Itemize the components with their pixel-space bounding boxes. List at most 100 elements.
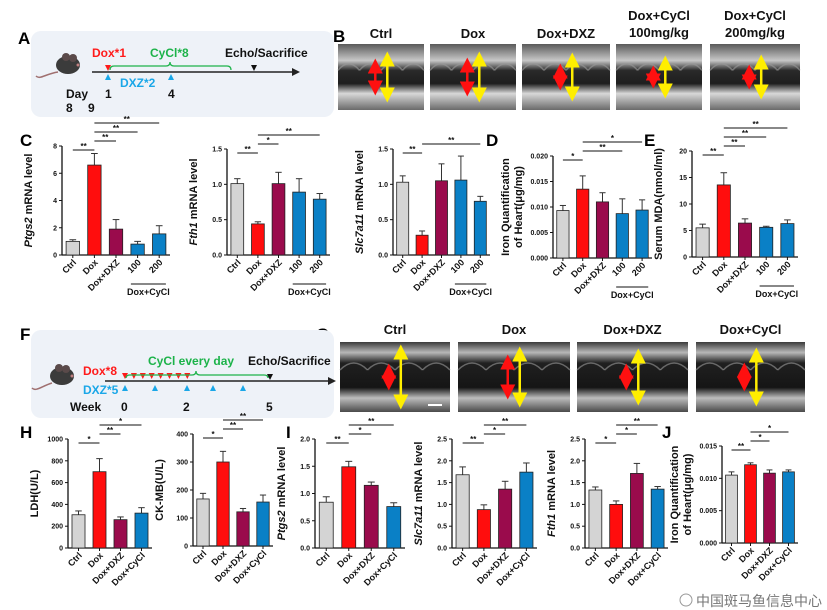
y-axis-label-text: CK-MB(U/L) bbox=[154, 459, 166, 521]
bar-dox-cycl bbox=[386, 506, 402, 549]
bar-dox bbox=[92, 471, 107, 549]
y-axis-label-text: mRNA level bbox=[188, 158, 200, 222]
bar-ctrl bbox=[455, 474, 470, 549]
x-tick-label: 100 bbox=[754, 259, 772, 277]
x-tick-label: Dox bbox=[335, 550, 354, 569]
echo-marker-icon bbox=[267, 374, 273, 380]
significance-label: ** bbox=[80, 142, 87, 151]
dxz-marker-icon bbox=[240, 385, 246, 391]
echo-image bbox=[615, 44, 703, 110]
significance-label: ** bbox=[448, 136, 455, 145]
y-tick-label: 0.0 bbox=[378, 253, 388, 260]
significance-label: * bbox=[604, 435, 608, 444]
y-axis-label: Slc7a11 mRNA level bbox=[413, 442, 425, 546]
bar-dox bbox=[415, 234, 429, 256]
y-axis-label-text: mRNA level bbox=[546, 450, 558, 514]
bar-dox-dxz bbox=[435, 180, 448, 256]
x-tick-label: 200 bbox=[468, 257, 486, 275]
significance-label: ** bbox=[286, 127, 293, 136]
y-tick-label: 20 bbox=[679, 149, 687, 156]
timeline-f: Dox*8 DXZ*5 CyCl every day Echo/Sacrific… bbox=[31, 330, 336, 418]
y-tick-label: 0.5 bbox=[437, 524, 447, 531]
x-tick-label: 100 bbox=[449, 257, 467, 275]
bar-ctrl bbox=[396, 181, 410, 256]
bar-dox-cycl bbox=[519, 471, 534, 549]
significance-label: ** bbox=[710, 147, 717, 156]
y-tick-label: 0 bbox=[59, 546, 63, 553]
bar-dox-dxz bbox=[113, 519, 128, 549]
y-tick-label: 2 bbox=[53, 225, 57, 232]
significance-label: * bbox=[267, 136, 271, 145]
bar-ctrl bbox=[318, 501, 334, 549]
bar-dox-cycl bbox=[782, 471, 795, 544]
arrow-head-icon bbox=[328, 377, 336, 385]
bar-100 bbox=[292, 191, 306, 256]
y-tick-label: 1.5 bbox=[437, 480, 447, 487]
x-tick-label: Ctrl bbox=[390, 257, 408, 275]
significance-label: * bbox=[211, 430, 215, 439]
y-tick-label: 4 bbox=[53, 198, 57, 205]
bar-100 bbox=[130, 243, 145, 256]
x-tick-label: Ctrl bbox=[690, 259, 708, 277]
timeline-a-echo: Echo/Sacrifice bbox=[225, 46, 308, 60]
bar-ctrl bbox=[230, 183, 245, 256]
significance-label: ** bbox=[334, 435, 341, 444]
y-tick-label: 0 bbox=[184, 544, 188, 551]
bar-ctrl bbox=[196, 498, 210, 547]
y-tick-label: 10 bbox=[679, 202, 687, 209]
y-tick-label: 0.015 bbox=[530, 179, 548, 186]
x-tick-label: 200 bbox=[307, 257, 325, 275]
x-tick-label: Ctrl bbox=[550, 260, 568, 278]
significance-label: * bbox=[358, 426, 362, 435]
significance-label: * bbox=[493, 426, 497, 435]
bar-dox bbox=[87, 164, 102, 256]
y-tick-label: 0 bbox=[683, 255, 687, 262]
y-tick-label: 1.5 bbox=[378, 147, 388, 154]
group-label: Dox+CyCl bbox=[755, 289, 798, 299]
timeline-a-dxz: DXZ*2 bbox=[120, 76, 156, 90]
y-tick-label: 0.0 bbox=[437, 546, 447, 553]
timeline-a-day-label: Day bbox=[66, 87, 88, 101]
y-axis-label-gene: Slc7a11 bbox=[354, 214, 366, 254]
y-axis-label: Fth1 mRNA level bbox=[188, 158, 200, 245]
bar-ctrl bbox=[71, 514, 86, 549]
y-tick-label: 0.015 bbox=[699, 444, 717, 451]
echo-image bbox=[337, 44, 425, 110]
significance-label: ** bbox=[124, 115, 131, 124]
x-tick-label: Ctrl bbox=[66, 550, 84, 568]
timeline-a-cycl: CyCl*8 bbox=[150, 46, 189, 60]
panel-label-i: I bbox=[286, 423, 291, 442]
bar-dox bbox=[609, 503, 623, 549]
echo-caption-dose: 100mg/kg bbox=[629, 25, 689, 40]
y-tick-label: 15 bbox=[679, 175, 687, 182]
echo-image bbox=[457, 342, 571, 412]
echo-caption: Dox bbox=[502, 322, 527, 337]
y-tick-label: 6 bbox=[53, 171, 57, 178]
y-axis-label: CK-MB(U/L) bbox=[154, 459, 166, 521]
timeline-f-background bbox=[31, 330, 334, 418]
cycl-brace bbox=[109, 61, 232, 71]
y-axis-label-text: Serum MDA(nmol/ml) bbox=[653, 148, 665, 260]
group-label: Dox+CyCl bbox=[449, 287, 492, 297]
echo-caption: Dox+CyCl bbox=[724, 8, 786, 23]
y-tick-label: 800 bbox=[51, 458, 63, 465]
y-tick-label: 2.0 bbox=[570, 458, 580, 465]
cycl-brace bbox=[125, 370, 269, 379]
y-tick-label: 1.0 bbox=[300, 491, 310, 498]
panel-label-e: E bbox=[644, 131, 655, 150]
timeline-a-day-4: 4 bbox=[168, 87, 175, 101]
echo-image bbox=[521, 44, 611, 110]
significance-label: ** bbox=[742, 129, 749, 138]
x-tick-label: 100 bbox=[610, 260, 628, 278]
echo-caption: Ctrl bbox=[370, 26, 392, 41]
watermark: 中国斑马鱼信息中心 bbox=[696, 593, 822, 609]
dxz-marker-icon bbox=[152, 385, 158, 391]
y-tick-label: 0.010 bbox=[530, 205, 548, 212]
y-axis-label: Slc7a11 mRNA level bbox=[354, 150, 366, 254]
panel-label-c: C bbox=[20, 131, 32, 150]
timeline-a-day-8: 8 bbox=[66, 101, 73, 115]
x-tick-label: 200 bbox=[147, 257, 165, 275]
